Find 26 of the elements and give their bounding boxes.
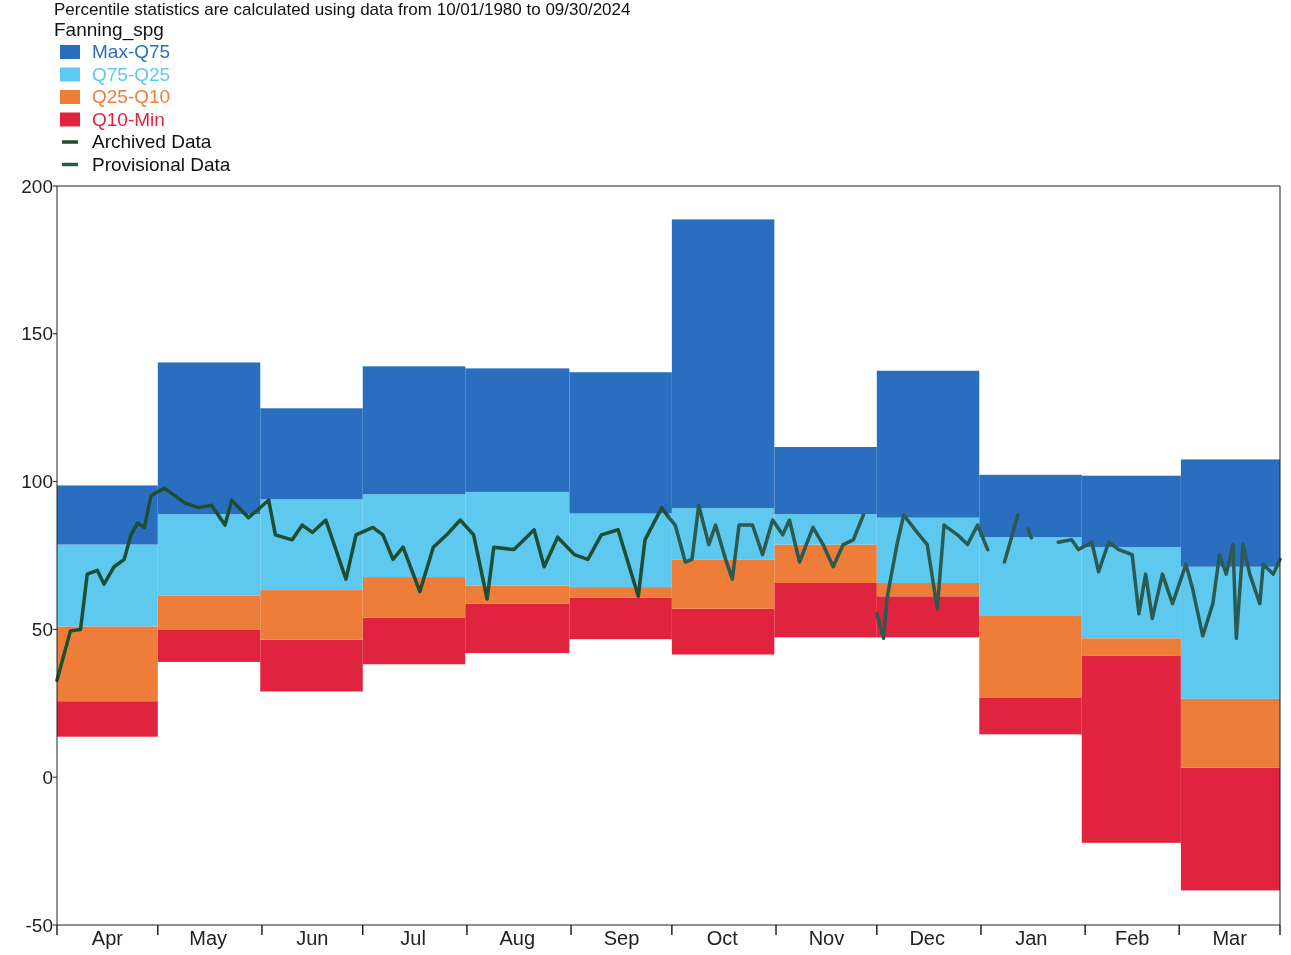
x-tick-label: Mar [1212,927,1248,949]
y-tick-label: 200 [21,175,53,197]
legend-label: Q25-Q10 [92,86,171,107]
chart-title: Percentile statistics are calculated using data from 10/01/1980 to 09/30/2024 [54,0,631,19]
y-tick-label: 100 [21,471,53,493]
x-tick-label: Oct [706,927,739,949]
legend-label: Q10-Min [92,108,165,130]
x-tick-label: Jul [400,927,426,949]
y-tick-label: 50 [31,619,53,641]
x-tick-label: Feb [1114,927,1150,949]
x-tick-label: Aug [499,927,536,949]
x-tick-label: Dec [909,927,945,949]
x-tick-label: May [189,927,228,949]
legend-title: Fanning_spg [54,19,164,41]
y-tick-label: 150 [21,323,53,345]
x-tick-label: Sep [603,927,640,949]
x-tick-label: Jan [1015,927,1048,949]
y-tick-label: 0 [42,766,53,788]
legend-label: Provisional Data [92,153,231,175]
x-tick-label: Jun [296,927,329,949]
x-tick-label: Nov [808,927,845,949]
y-tick-label: -50 [25,914,53,936]
legend-label: Q75-Q25 [92,63,171,85]
legend-label: Archived Data [92,131,212,152]
x-tick-label: Apr [91,927,124,949]
legend-label: Max-Q75 [92,41,171,62]
